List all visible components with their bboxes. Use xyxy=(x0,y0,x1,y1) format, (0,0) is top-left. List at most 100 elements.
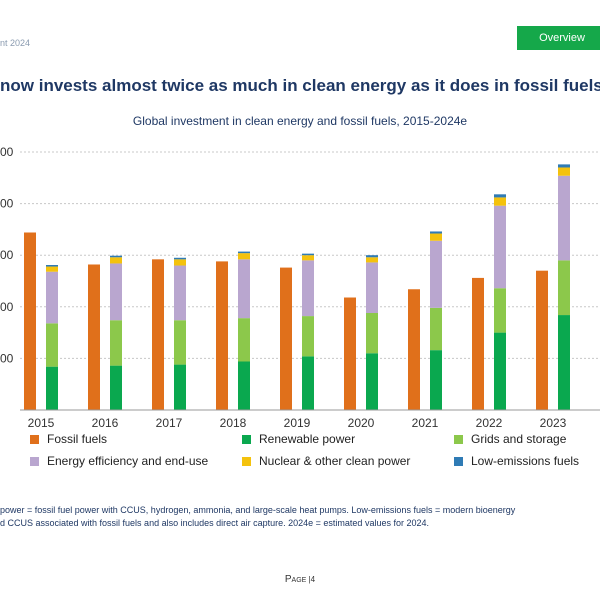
legend-item-energy-efficiency: Energy efficiency and end-use xyxy=(30,454,242,468)
bar-segment-renewable-power xyxy=(302,356,314,410)
legend-swatch xyxy=(454,434,463,444)
bar-segment-renewable-power xyxy=(238,361,250,410)
bar-segment-low-emissions-fuels xyxy=(494,194,506,198)
bar-segment-nuclear-other-clean-power xyxy=(302,255,314,261)
page-number-value: 4 xyxy=(310,575,316,584)
bar-segment-renewable-power xyxy=(558,315,570,410)
bar-segment-renewable-power xyxy=(366,353,378,410)
bar-segment-low-emissions-fuels xyxy=(46,265,58,267)
bar-segment-low-emissions-fuels xyxy=(110,255,122,258)
legend-item-nuclear-clean-power: Nuclear & other clean power xyxy=(242,454,454,468)
bar-segment-nuclear-other-clean-power xyxy=(366,257,378,263)
footnote-line: power = fossil fuel power with CCUS, hyd… xyxy=(0,505,516,515)
bars xyxy=(24,164,570,410)
bar-segment-energy-efficiency-and-end-use xyxy=(302,260,314,317)
chart-legend: Fossil fuels Renewable power Grids and s… xyxy=(30,432,600,468)
y-tick-labels: 00 00 00 00 00 xyxy=(0,145,14,365)
x-tick-label: 2023 xyxy=(540,416,567,430)
bar-segment-energy-efficiency-and-end-use xyxy=(174,265,186,321)
x-tick-label: 2015 xyxy=(28,416,55,430)
bar-fossil-fuels xyxy=(408,289,420,410)
bar-segment-low-emissions-fuels xyxy=(302,253,314,256)
bar-fossil-fuels xyxy=(536,270,548,410)
y-tick-label: 00 xyxy=(0,248,14,262)
bar-segment-grids-and-storage xyxy=(238,318,250,362)
bar-segment-energy-efficiency-and-end-use xyxy=(238,259,250,319)
bar-segment-energy-efficiency-and-end-use xyxy=(558,175,570,261)
legend-label: Renewable power xyxy=(259,432,356,446)
page-headline: now invests almost twice as much in clea… xyxy=(0,76,600,95)
bar-segment-grids-and-storage xyxy=(110,320,122,366)
y-tick-label: 00 xyxy=(0,145,14,159)
bar-segment-nuclear-other-clean-power xyxy=(494,197,506,206)
bar-segment-renewable-power xyxy=(430,350,442,410)
bar-fossil-fuels xyxy=(216,261,228,410)
page-number: Page |4 xyxy=(0,574,600,585)
x-tick-label: 2021 xyxy=(412,416,439,430)
bar-segment-energy-efficiency-and-end-use xyxy=(366,262,378,313)
legend-label: Nuclear & other clean power xyxy=(259,454,411,468)
legend-swatch xyxy=(454,456,463,466)
bar-segment-low-emissions-fuels xyxy=(558,164,570,168)
bar-segment-low-emissions-fuels xyxy=(238,251,250,254)
bar-segment-energy-efficiency-and-end-use xyxy=(110,263,122,321)
bar-fossil-fuels xyxy=(24,232,36,410)
bar-segment-grids-and-storage xyxy=(558,260,570,316)
overview-button[interactable]: Overview xyxy=(517,26,600,50)
bar-segment-grids-and-storage xyxy=(366,312,378,354)
legend-item-fossil-fuels: Fossil fuels xyxy=(30,432,242,446)
bar-segment-low-emissions-fuels xyxy=(430,231,442,234)
report-label: nt 2024 xyxy=(0,38,31,48)
bar-fossil-fuels xyxy=(344,297,356,410)
legend-label: Low-emissions fuels xyxy=(471,454,580,468)
x-tick-labels: 2015 2016 2017 2018 2019 2020 2021 2022 2023 xyxy=(28,416,567,430)
bar-fossil-fuels xyxy=(472,277,484,410)
bar-segment-nuclear-other-clean-power xyxy=(558,167,570,176)
y-tick-label: 00 xyxy=(0,351,14,365)
bar-segment-nuclear-other-clean-power xyxy=(46,266,58,272)
bar-segment-renewable-power xyxy=(494,332,506,410)
legend-swatch xyxy=(242,456,251,466)
x-tick-label: 2022 xyxy=(476,416,503,430)
x-tick-label: 2019 xyxy=(284,416,311,430)
legend-label: Grids and storage xyxy=(471,432,567,446)
bar-segment-grids-and-storage xyxy=(46,323,58,367)
legend-label: Energy efficiency and end-use xyxy=(47,454,209,468)
y-tick-label: 00 xyxy=(0,197,14,211)
bar-segment-low-emissions-fuels xyxy=(174,257,186,260)
bar-fossil-fuels xyxy=(152,259,164,410)
page-label: Page xyxy=(284,574,307,585)
x-tick-label: 2016 xyxy=(92,416,119,430)
legend-item-low-emissions-fuels: Low-emissions fuels xyxy=(454,454,600,468)
x-tick-label: 2020 xyxy=(348,416,375,430)
bar-segment-energy-efficiency-and-end-use xyxy=(46,271,58,324)
bar-segment-grids-and-storage xyxy=(430,307,442,351)
y-tick-label: 00 xyxy=(0,300,14,314)
page-separator: | xyxy=(308,575,311,584)
bar-segment-nuclear-other-clean-power xyxy=(238,253,250,260)
bar-segment-nuclear-other-clean-power xyxy=(174,259,186,266)
footnote: power = fossil fuel power with CCUS, hyd… xyxy=(0,504,600,530)
bar-segment-energy-efficiency-and-end-use xyxy=(430,240,442,308)
legend-item-grids-and-storage: Grids and storage xyxy=(454,432,600,446)
footnote-line: d CCUS associated with fossil fuels and … xyxy=(0,518,429,528)
bar-segment-renewable-power xyxy=(110,365,122,410)
legend-label: Fossil fuels xyxy=(47,432,108,446)
bar-segment-low-emissions-fuels xyxy=(366,255,378,258)
x-tick-label: 2017 xyxy=(156,416,183,430)
bar-segment-nuclear-other-clean-power xyxy=(110,257,122,264)
legend-item-renewable-power: Renewable power xyxy=(242,432,454,446)
bar-segment-renewable-power xyxy=(46,366,58,410)
bar-segment-nuclear-other-clean-power xyxy=(430,233,442,241)
legend-swatch xyxy=(30,456,39,466)
bar-segment-grids-and-storage xyxy=(302,316,314,357)
bar-fossil-fuels xyxy=(88,264,100,410)
legend-swatch xyxy=(242,434,251,444)
chart-title: Global investment in clean energy and fo… xyxy=(132,114,468,128)
bar-segment-grids-and-storage xyxy=(174,320,186,365)
x-tick-label: 2018 xyxy=(220,416,247,430)
bar-segment-grids-and-storage xyxy=(494,288,506,333)
bar-segment-energy-efficiency-and-end-use xyxy=(494,205,506,289)
legend-swatch xyxy=(30,434,39,444)
